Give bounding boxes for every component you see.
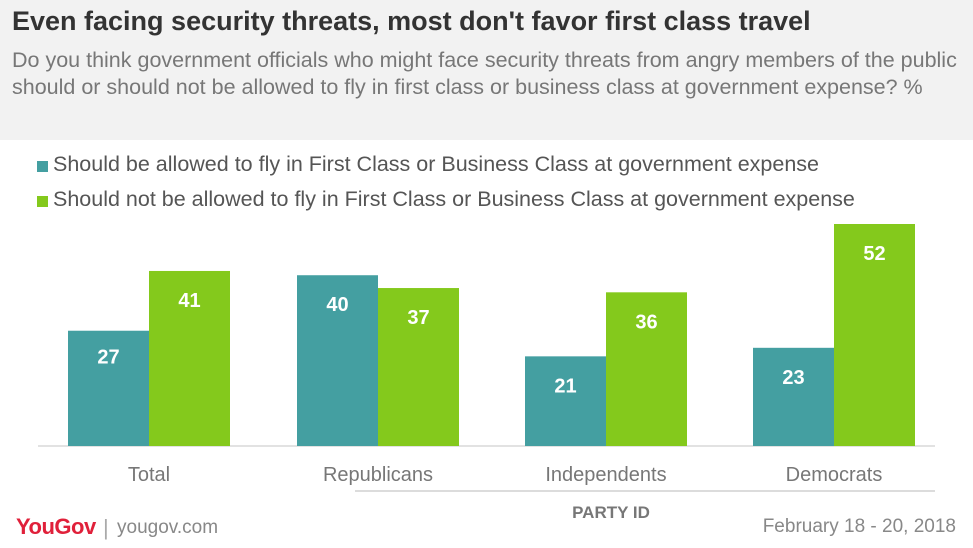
data-label-total-not-allowed: 41	[178, 290, 200, 312]
chart-title: Even facing security threats, most don't…	[12, 6, 811, 36]
data-label-democrats-not-allowed: 52	[863, 243, 885, 265]
data-label-democrats-allowed: 23	[782, 367, 804, 389]
data-label-republicans-not-allowed: 37	[407, 307, 429, 329]
legend-label-allowed: Should be allowed to fly in First Class …	[53, 152, 820, 176]
bar-total-allowed	[68, 330, 149, 446]
bar-democrats-not-allowed	[834, 224, 915, 446]
bar-total-not-allowed	[149, 270, 230, 446]
data-label-independents-allowed: 21	[554, 375, 576, 397]
legend-item-allowed: Should be allowed to fly in First Class …	[37, 147, 855, 182]
yougov-logo: YouGov	[16, 514, 96, 539]
data-label-total-allowed: 27	[97, 347, 119, 369]
category-label-democrats: Democrats	[786, 464, 883, 486]
bar-independents-allowed	[525, 356, 606, 446]
legend-label-not-allowed: Should not be allowed to fly in First Cl…	[53, 187, 855, 211]
category-label-republicans: Republicans	[323, 464, 433, 486]
footer-url: yougov.com	[117, 517, 219, 538]
group-label-party-id: PARTY ID	[572, 503, 650, 522]
bar-democrats-allowed	[753, 347, 834, 446]
data-label-republicans-allowed: 40	[326, 294, 348, 316]
bar-republicans-allowed	[297, 275, 378, 446]
chart-subtitle: Do you think government officials who mi…	[12, 48, 957, 99]
category-label-total: Total	[128, 464, 170, 486]
survey-date: February 18 - 20, 2018	[762, 516, 956, 537]
legend: Should be allowed to fly in First Class …	[37, 147, 855, 217]
bar-republicans-not-allowed	[378, 288, 459, 446]
legend-item-not-allowed: Should not be allowed to fly in First Cl…	[37, 182, 855, 217]
data-label-independents-not-allowed: 36	[635, 311, 657, 333]
legend-swatch-not-allowed	[37, 196, 48, 207]
footer-divider: |	[103, 515, 109, 540]
legend-swatch-allowed	[37, 161, 48, 172]
bar-independents-not-allowed	[606, 292, 687, 446]
category-label-independents: Independents	[545, 464, 666, 486]
header-band: Even facing security threats, most don't…	[0, 0, 973, 140]
